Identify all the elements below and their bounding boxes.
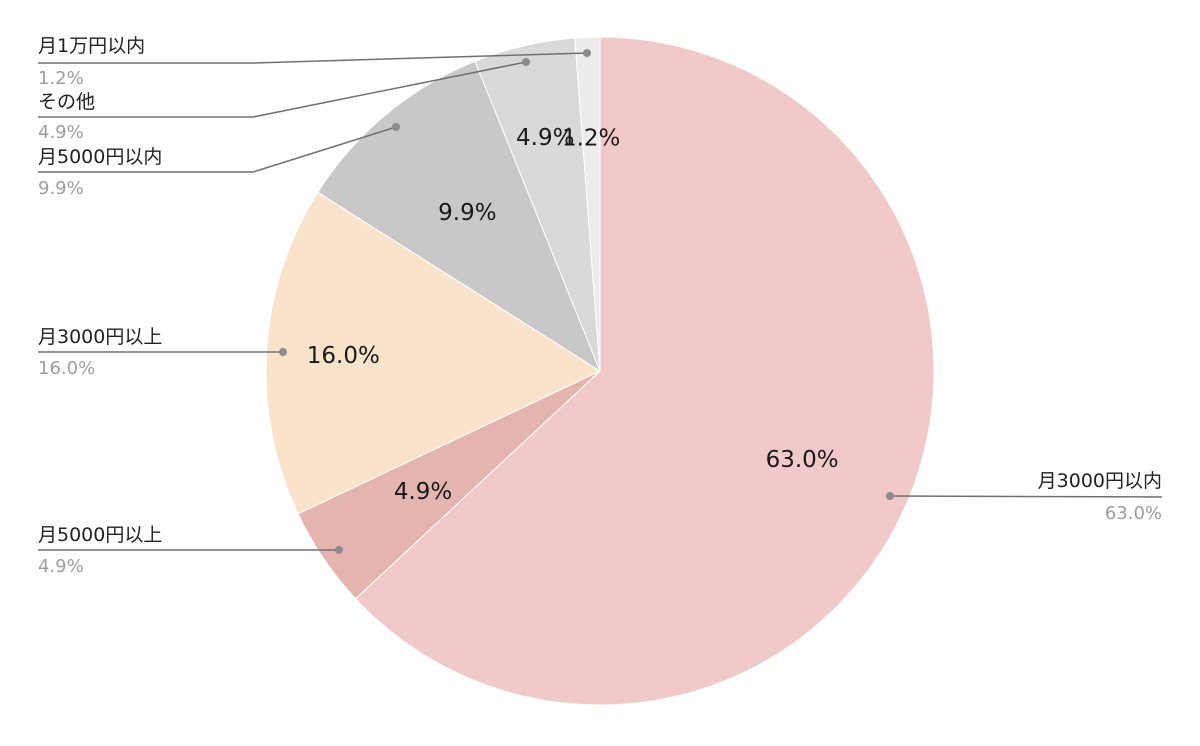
leader-dot: [886, 492, 894, 500]
pie-slice-6: [574, 36, 601, 372]
leader-dot: [522, 58, 530, 66]
callout-category-label: 月3000円以上: [38, 326, 162, 348]
leader-dot: [392, 123, 400, 131]
leader-dot: [279, 348, 287, 356]
slice-percent-label: 63.0%: [766, 447, 839, 473]
leader-dot: [335, 546, 343, 554]
slice-percent-label: 4.9%: [394, 479, 452, 505]
slices-layer: [265, 36, 935, 706]
callout-category-label: 月3000円以内: [1038, 470, 1162, 492]
pie-slice-1: [354, 36, 935, 706]
slice-percent-label: 1.2%: [562, 125, 620, 151]
callout-value-label: 4.9%: [38, 556, 84, 577]
leader-dot: [583, 49, 591, 57]
callout-value-label: 4.9%: [38, 122, 84, 143]
leader-line: [38, 126, 397, 173]
callout-value-label: 63.0%: [1105, 503, 1162, 524]
leader-lines-layer: [38, 49, 1163, 554]
callout-category-label: 月5000円以内: [38, 146, 162, 168]
callout-category-label: その他: [38, 91, 95, 113]
slice-percent-label: 16.0%: [307, 343, 380, 369]
slice-percent-label: 4.9%: [516, 125, 574, 151]
callout-value-label: 9.9%: [38, 178, 84, 199]
leader-line: [889, 495, 1163, 498]
leader-line: [38, 61, 527, 118]
pie-slice-3: [265, 191, 602, 515]
callout-value-label: 1.2%: [38, 68, 84, 89]
callout-value-label: 16.0%: [38, 358, 95, 379]
pie-slice-4: [317, 60, 602, 373]
slice-percent-label: 9.9%: [438, 200, 496, 226]
callout-category-label: 月1万円以内: [38, 35, 145, 57]
callout-category-label: 月5000円以上: [38, 524, 162, 546]
leader-line: [38, 52, 588, 64]
labels-layer: 63.0%4.9%16.0%9.9%4.9%1.2%月3000円以内63.0%月…: [38, 35, 1162, 577]
